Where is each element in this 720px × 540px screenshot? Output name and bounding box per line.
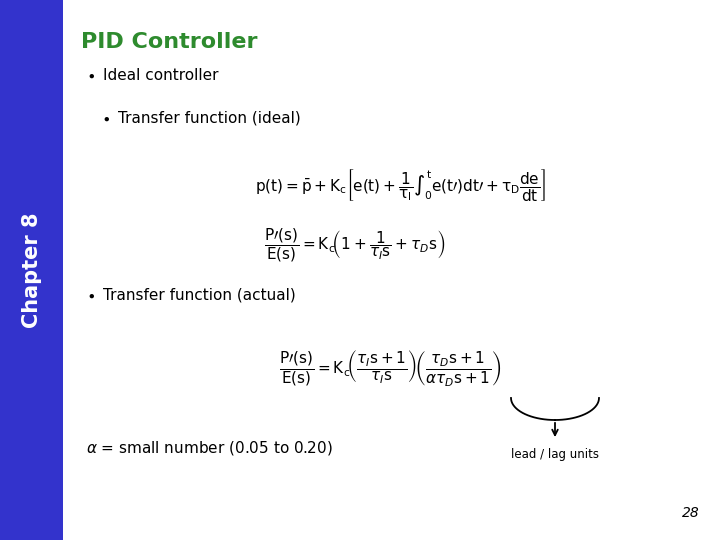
Text: Transfer function (actual): Transfer function (actual) (103, 287, 296, 302)
Text: $\dfrac{\mathrm{P\prime(s)}}{\mathrm{E(s)}} = \mathrm{K_c}\!\left(\dfrac{\tau_I : $\dfrac{\mathrm{P\prime(s)}}{\mathrm{E(s… (279, 348, 501, 388)
Text: $\bullet$: $\bullet$ (101, 111, 110, 125)
Text: Chapter 8: Chapter 8 (22, 212, 42, 328)
Text: PID Controller: PID Controller (81, 32, 258, 52)
Text: 28: 28 (683, 506, 700, 520)
Text: Transfer function (ideal): Transfer function (ideal) (118, 111, 301, 125)
Text: $\dfrac{\mathrm{P\prime(s)}}{\mathrm{E(s)}} = \mathrm{K_c}\!\left(1 + \dfrac{1}{: $\dfrac{\mathrm{P\prime(s)}}{\mathrm{E(s… (264, 226, 446, 264)
Text: $\mathrm{p(t) = \bar{p} + K_c\left[e(t) + \dfrac{1}{\tau_I}\int_0^t e(t\prime)dt: $\mathrm{p(t) = \bar{p} + K_c\left[e(t) … (255, 167, 546, 203)
Text: Ideal controller: Ideal controller (103, 68, 218, 83)
Text: lead / lag units: lead / lag units (511, 448, 599, 461)
Text: $\bullet$: $\bullet$ (86, 287, 95, 302)
Text: $\bullet$: $\bullet$ (86, 68, 95, 83)
Text: $\alpha$ = small number (0.05 to 0.20): $\alpha$ = small number (0.05 to 0.20) (86, 439, 333, 457)
Bar (0, 0, 63, 540)
